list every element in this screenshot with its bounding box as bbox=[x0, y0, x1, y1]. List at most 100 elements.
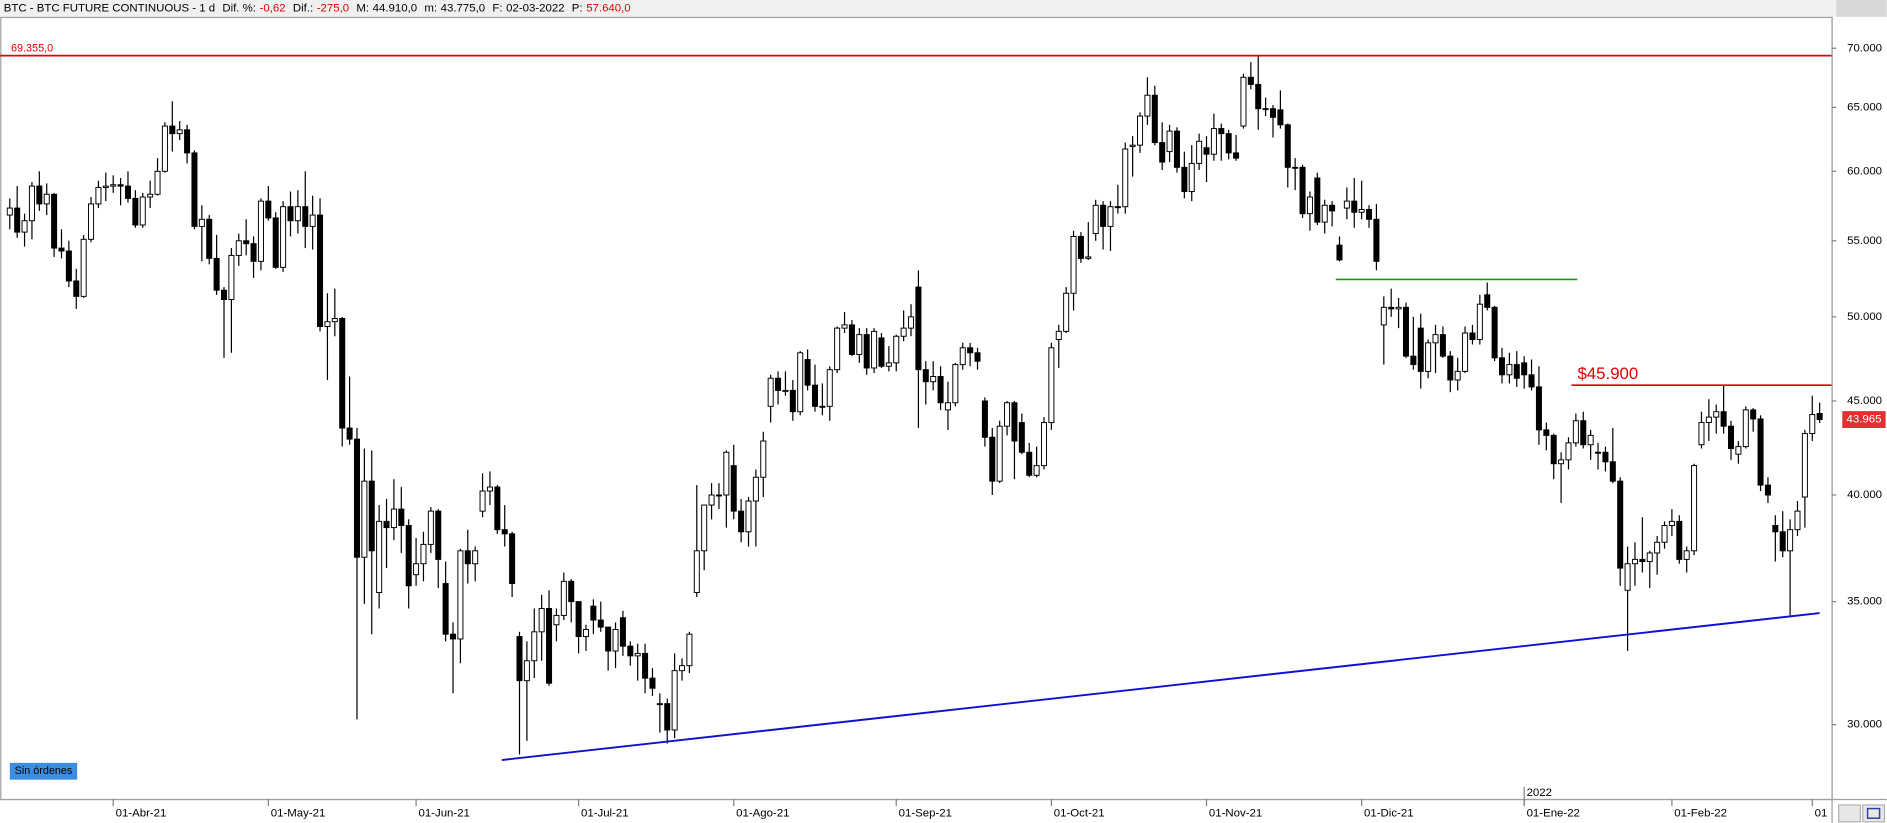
candle-body bbox=[841, 324, 848, 329]
candle-body bbox=[464, 550, 471, 565]
header-corner bbox=[1836, 0, 1887, 17]
candle-body bbox=[1772, 525, 1779, 533]
candle-body bbox=[516, 636, 523, 682]
candle-body bbox=[368, 480, 375, 552]
candle-body bbox=[1676, 520, 1683, 560]
candle-body bbox=[1543, 429, 1550, 436]
header-text: BTC - BTC FUTURE CONTINUOUS - 1 d Dif. %:… bbox=[4, 2, 631, 14]
candle-body bbox=[671, 670, 678, 731]
candle-body bbox=[339, 317, 346, 429]
candle-body bbox=[361, 480, 368, 558]
candle-body bbox=[1506, 364, 1513, 376]
candle-body bbox=[826, 369, 833, 407]
candle-body bbox=[405, 525, 412, 587]
candle-body bbox=[871, 330, 878, 369]
candle-body bbox=[1240, 76, 1247, 127]
candle-body bbox=[664, 703, 671, 731]
candle-body bbox=[1262, 108, 1269, 111]
candle-body bbox=[413, 563, 420, 576]
y-tick-label: 55.000 bbox=[1847, 235, 1882, 247]
candle-body bbox=[1410, 355, 1417, 366]
candle-body bbox=[442, 583, 449, 635]
candle-body bbox=[1225, 133, 1232, 154]
stat-label: m: bbox=[424, 2, 437, 14]
header: BTC - BTC FUTURE CONTINUOUS - 1 d Dif. %:… bbox=[4, 2, 631, 14]
candle-body bbox=[324, 321, 331, 327]
candle-body bbox=[479, 490, 486, 512]
candle-body bbox=[612, 628, 619, 652]
candle-body bbox=[619, 617, 626, 647]
candle-body bbox=[642, 652, 649, 679]
candle-body bbox=[730, 465, 737, 512]
candle-body bbox=[1402, 306, 1409, 357]
candle-body bbox=[73, 280, 80, 297]
candle-body bbox=[1329, 204, 1336, 212]
candle-body bbox=[1210, 128, 1217, 155]
candle-body bbox=[1351, 200, 1358, 213]
candle-body bbox=[1521, 362, 1528, 376]
orders-badge-text: Sin órdenes bbox=[15, 765, 73, 777]
candle-body bbox=[1602, 451, 1609, 463]
candle-body bbox=[287, 206, 294, 222]
candle-body bbox=[952, 364, 959, 404]
candle-body bbox=[154, 170, 161, 195]
save-button[interactable] bbox=[1862, 804, 1886, 823]
candle-body bbox=[265, 200, 272, 219]
candle-body bbox=[353, 438, 360, 558]
stat-label: Dif.: bbox=[293, 2, 313, 14]
candle-body bbox=[1617, 480, 1624, 569]
candle-body bbox=[1801, 433, 1808, 498]
x-tick-label: 01-Oct-21 bbox=[1054, 807, 1105, 819]
candle-body bbox=[1646, 552, 1653, 563]
candle-body bbox=[1366, 208, 1373, 220]
candle-body bbox=[1306, 196, 1313, 215]
candle-body bbox=[51, 193, 58, 249]
candle-body bbox=[161, 125, 168, 172]
candle-body bbox=[1129, 144, 1136, 147]
candle-body bbox=[1535, 386, 1542, 431]
candle-body bbox=[1233, 152, 1240, 159]
scroll-button[interactable] bbox=[1838, 804, 1861, 823]
candle-body bbox=[1809, 414, 1816, 435]
candle-body bbox=[1469, 332, 1476, 341]
candle-body bbox=[198, 218, 205, 227]
candle-body bbox=[1639, 558, 1646, 563]
candle-body bbox=[43, 193, 50, 205]
save-icon bbox=[1866, 807, 1881, 819]
stat-value: 57.640,0 bbox=[586, 2, 630, 14]
candle-body bbox=[885, 362, 892, 367]
x-tick-label: 01-Nov-21 bbox=[1209, 807, 1262, 819]
candle-body bbox=[738, 510, 745, 533]
stat-label: F: bbox=[492, 2, 502, 14]
candle-body bbox=[21, 220, 28, 233]
candle-body bbox=[627, 645, 634, 657]
candle-body bbox=[1565, 442, 1572, 461]
candle-body bbox=[206, 218, 213, 259]
candle-body bbox=[531, 631, 538, 662]
candle-body bbox=[331, 317, 338, 323]
x-tick-label: 01-Abr-21 bbox=[116, 807, 167, 819]
candle-body bbox=[634, 652, 641, 657]
last-price-badge bbox=[1842, 411, 1886, 428]
candle-body bbox=[937, 376, 944, 404]
candle-body bbox=[383, 520, 390, 529]
candle-body bbox=[1181, 166, 1188, 193]
candle-body bbox=[1336, 244, 1343, 261]
candle-body bbox=[649, 677, 656, 689]
candle-body bbox=[1284, 124, 1291, 168]
candle-body bbox=[1373, 218, 1380, 262]
candle-body bbox=[752, 476, 759, 502]
stat-label: P: bbox=[572, 2, 583, 14]
candle-body bbox=[1144, 94, 1151, 117]
candle-body bbox=[88, 203, 95, 240]
candle-body bbox=[1713, 411, 1720, 418]
plot: 30.000 35.000 40.000 45.000 50.000 55.000 60.0… bbox=[0, 42, 1886, 819]
candle-body bbox=[272, 217, 279, 268]
candle-body bbox=[65, 250, 72, 282]
orders-badge bbox=[9, 762, 78, 780]
candle-body bbox=[1292, 166, 1299, 169]
candle-body bbox=[102, 185, 109, 188]
candle-body bbox=[1070, 235, 1077, 294]
candle-body bbox=[1114, 206, 1121, 209]
candle-body bbox=[472, 550, 479, 565]
